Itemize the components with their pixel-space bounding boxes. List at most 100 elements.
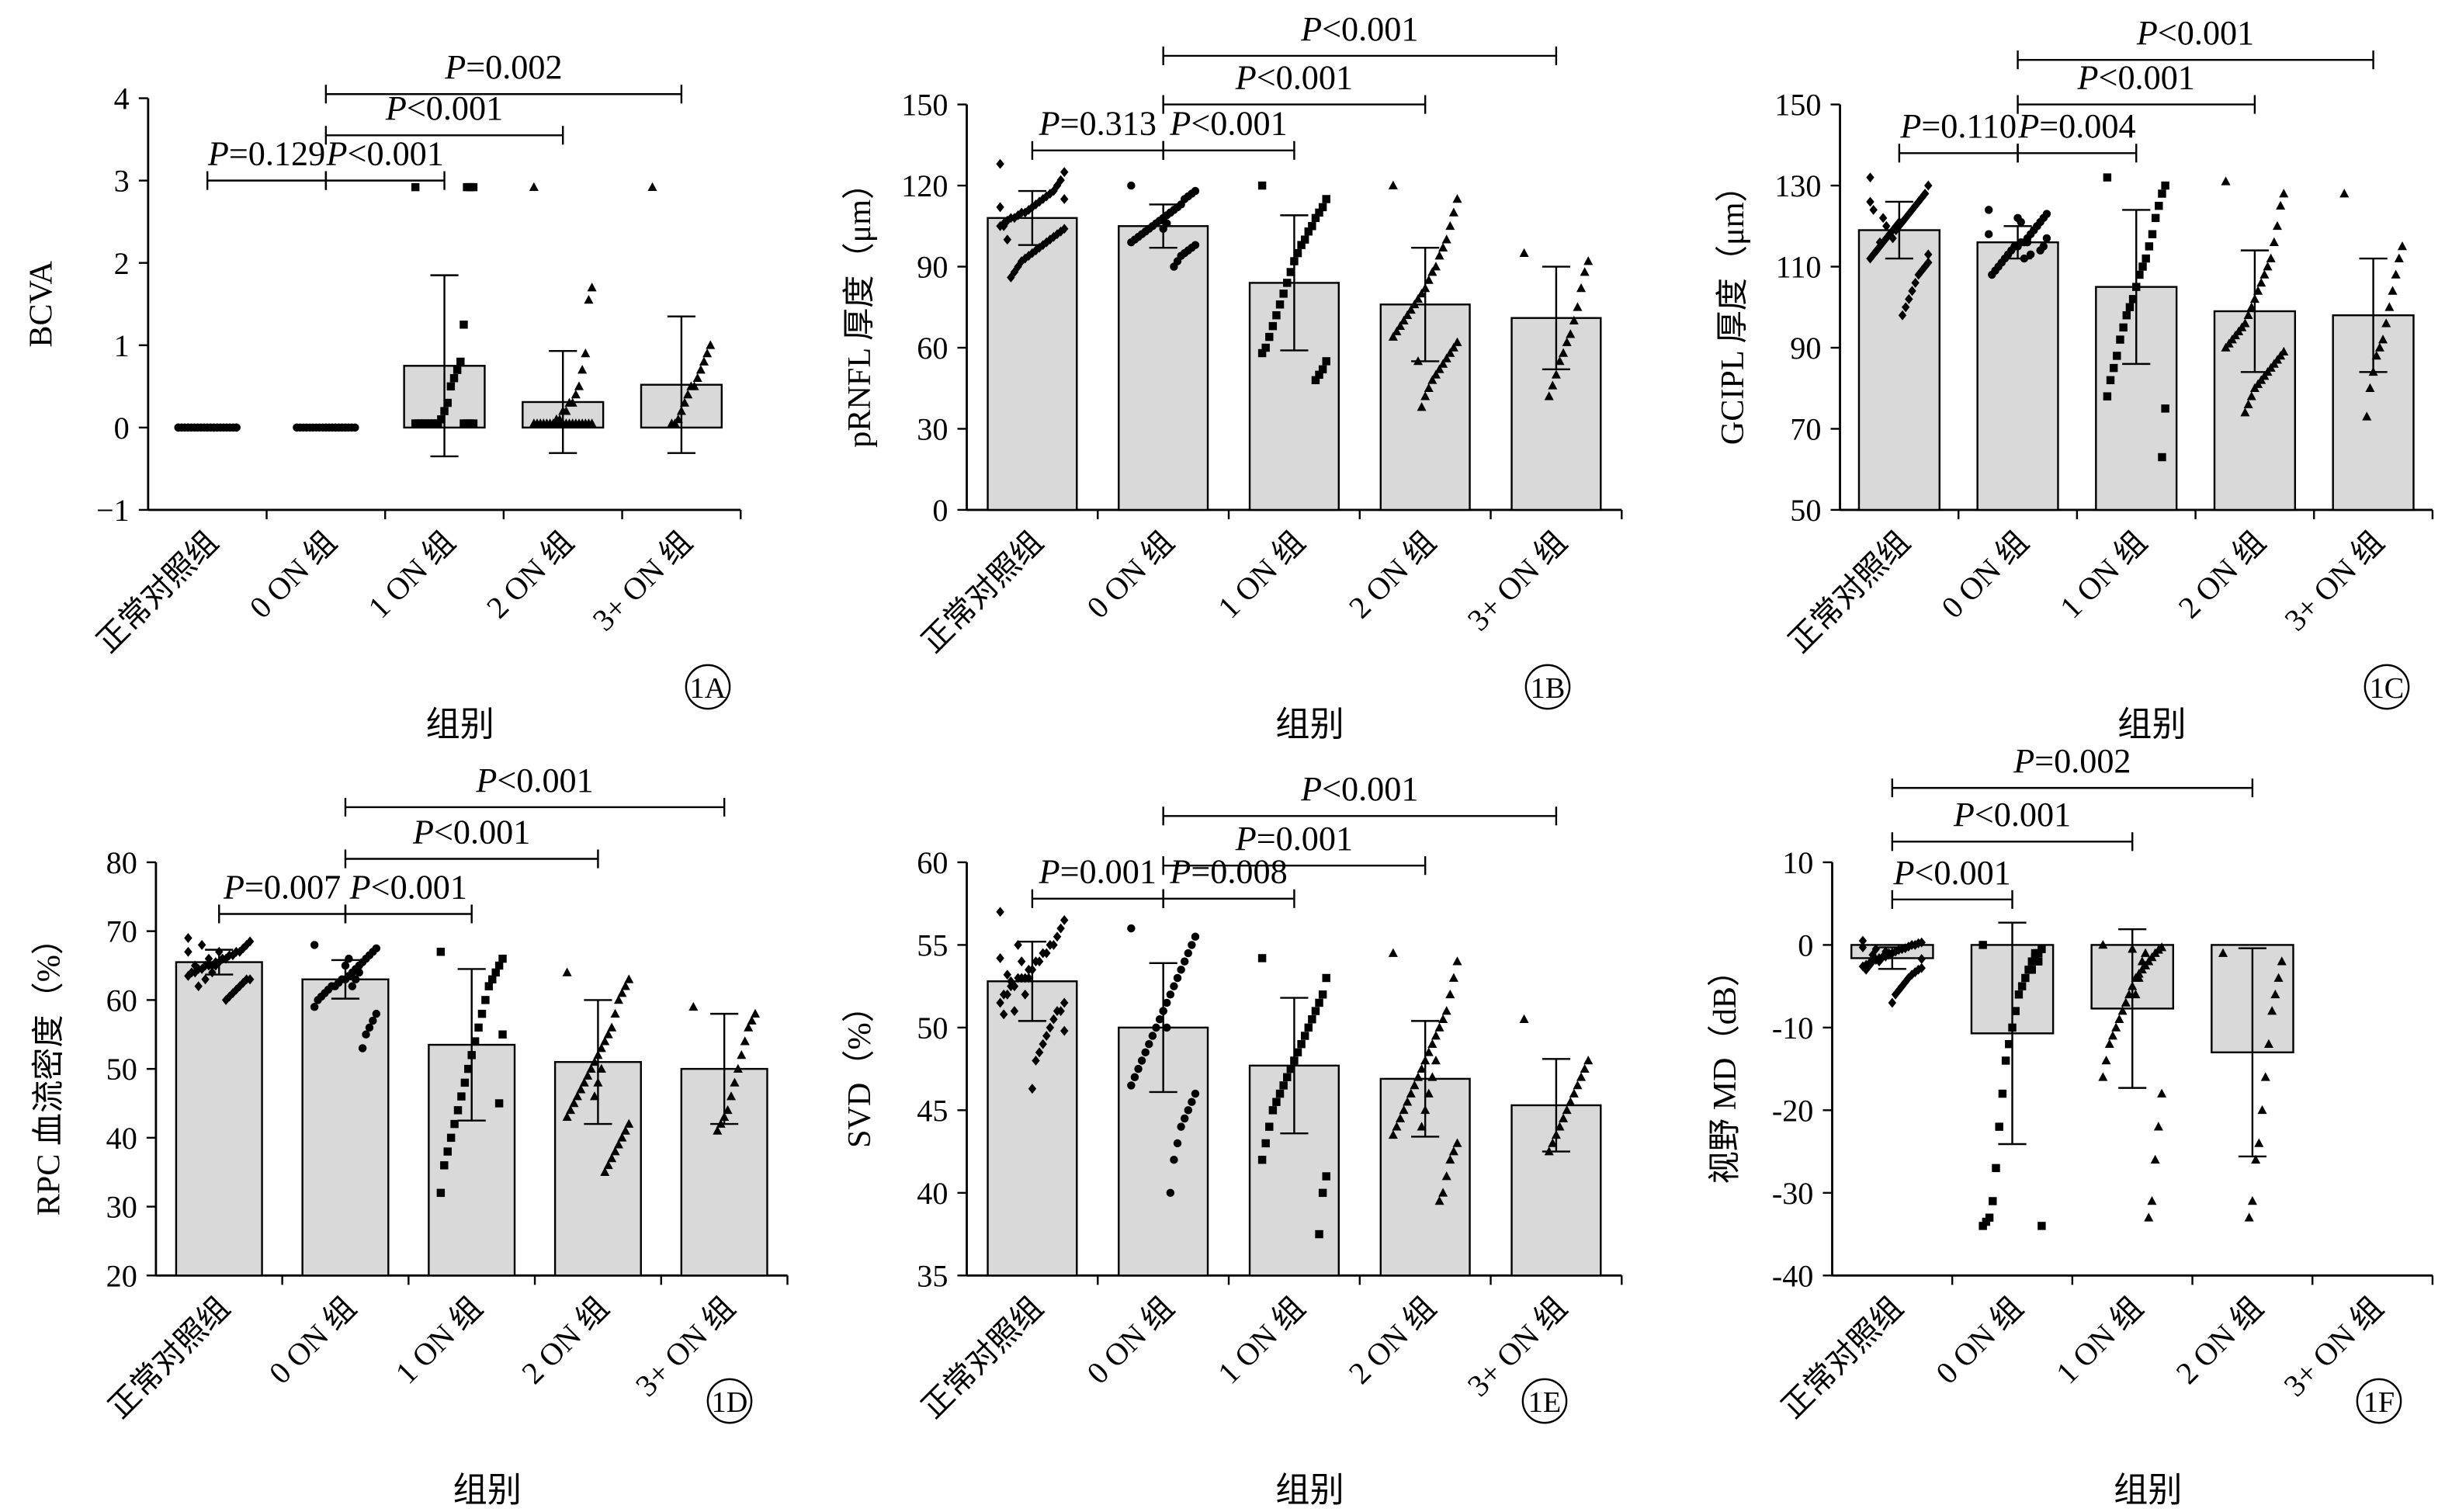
data-point (1559, 348, 1569, 357)
panel-label: 1E (1528, 1386, 1561, 1419)
data-point (2005, 1039, 2013, 1049)
data-point (2218, 948, 2228, 957)
data-point (1308, 1015, 1316, 1024)
p-value-label: P=0.001 (1235, 820, 1353, 858)
data-point (1424, 1088, 1434, 1098)
data-point (1438, 242, 1448, 251)
data-point (617, 1132, 627, 1142)
data-point (1184, 1106, 1193, 1115)
data-point (2244, 1212, 2254, 1222)
y-tick-label: 60 (917, 331, 948, 366)
data-point (2151, 213, 2160, 223)
data-point (2111, 1022, 2121, 1032)
data-point (2161, 404, 2169, 413)
p-value-label: P=0.004 (2017, 107, 2135, 145)
data-point (2339, 189, 2350, 198)
data-point (589, 1091, 600, 1101)
p-value-label: P=0.110 (1899, 107, 2017, 145)
data-point (2157, 1088, 2167, 1098)
y-tick-label: 0 (114, 411, 130, 446)
data-point (1265, 332, 1274, 342)
data-point (2121, 997, 2131, 1007)
p-value-label: P=0.002 (2013, 742, 2131, 780)
data-point (2103, 392, 2112, 401)
data-point (460, 1078, 470, 1087)
data-point (1017, 956, 1026, 967)
data-point (584, 295, 594, 304)
data-point (1272, 310, 1281, 320)
data-point (239, 943, 248, 954)
y-tick-label: 80 (106, 845, 137, 880)
data-point (1858, 942, 1868, 953)
data-point (2107, 1031, 2117, 1040)
x-tick-label: 0 ON 组 (1080, 1290, 1181, 1391)
data-point (1166, 1188, 1175, 1198)
p-value-label: P<0.001 (349, 868, 467, 906)
data-point (1275, 1089, 1285, 1098)
data-point (529, 418, 539, 428)
data-point (456, 357, 465, 366)
data-point (2249, 293, 2259, 303)
data-point (1438, 1014, 1448, 1024)
data-point (1318, 203, 1327, 212)
data-point (586, 1063, 596, 1073)
data-point (1290, 1056, 1299, 1065)
data-point (1420, 1105, 1431, 1115)
bar (1248, 1064, 1340, 1277)
data-point (706, 340, 716, 349)
data-point (460, 321, 468, 329)
x-tick-label: 2 ON 组 (2172, 525, 2273, 626)
panel-label: 1F (2364, 1386, 2395, 1419)
data-point (624, 974, 634, 983)
x-tick-label: 1 ON 组 (1211, 1290, 1312, 1391)
data-point (184, 933, 192, 943)
data-point (1060, 1025, 1069, 1036)
data-point (1413, 355, 1424, 366)
data-point (747, 1015, 757, 1025)
data-point (437, 415, 446, 424)
data-point (470, 1037, 480, 1046)
data-point (2113, 352, 2121, 360)
data-point (1448, 973, 1458, 982)
data-point (1130, 1073, 1139, 1081)
bar (987, 980, 1078, 1277)
data-point (1017, 207, 1026, 218)
data-point (2106, 376, 2115, 384)
data-point (1173, 973, 1182, 983)
x-tick-label: 1 ON 组 (1211, 525, 1312, 626)
data-point (1427, 1039, 1438, 1048)
data-point (569, 1098, 579, 1108)
data-point (2103, 173, 2112, 182)
data-point (1046, 234, 1055, 245)
data-point (1155, 1015, 1164, 1024)
data-point (321, 423, 331, 432)
data-point (596, 1063, 606, 1073)
data-point (1866, 196, 1874, 207)
data-point (1452, 337, 1462, 346)
data-point (235, 981, 244, 992)
data-point (596, 1043, 606, 1053)
data-point (2259, 269, 2270, 279)
y-axis-label: RPC 血流密度（%） (30, 922, 67, 1215)
data-point (1014, 262, 1022, 272)
data-point (2114, 1014, 2124, 1024)
data-point (1431, 1031, 1441, 1040)
data-point (1388, 1129, 1398, 1139)
data-point (2240, 407, 2250, 417)
data-point (481, 996, 490, 1004)
data-point (1452, 1138, 1462, 1147)
data-point (232, 423, 241, 432)
data-point (1914, 196, 1923, 207)
data-point (411, 182, 420, 192)
data-point (2014, 990, 2024, 999)
data-point (737, 1049, 747, 1059)
data-point (1318, 365, 1327, 374)
data-point (1410, 1080, 1420, 1090)
data-point (310, 941, 319, 949)
data-point (1257, 349, 1267, 358)
data-point (463, 182, 471, 192)
y-tick-label: 30 (106, 1190, 137, 1225)
data-point (2119, 323, 2128, 332)
data-point (1145, 1039, 1153, 1049)
panel-label: 1C (2370, 672, 2405, 705)
